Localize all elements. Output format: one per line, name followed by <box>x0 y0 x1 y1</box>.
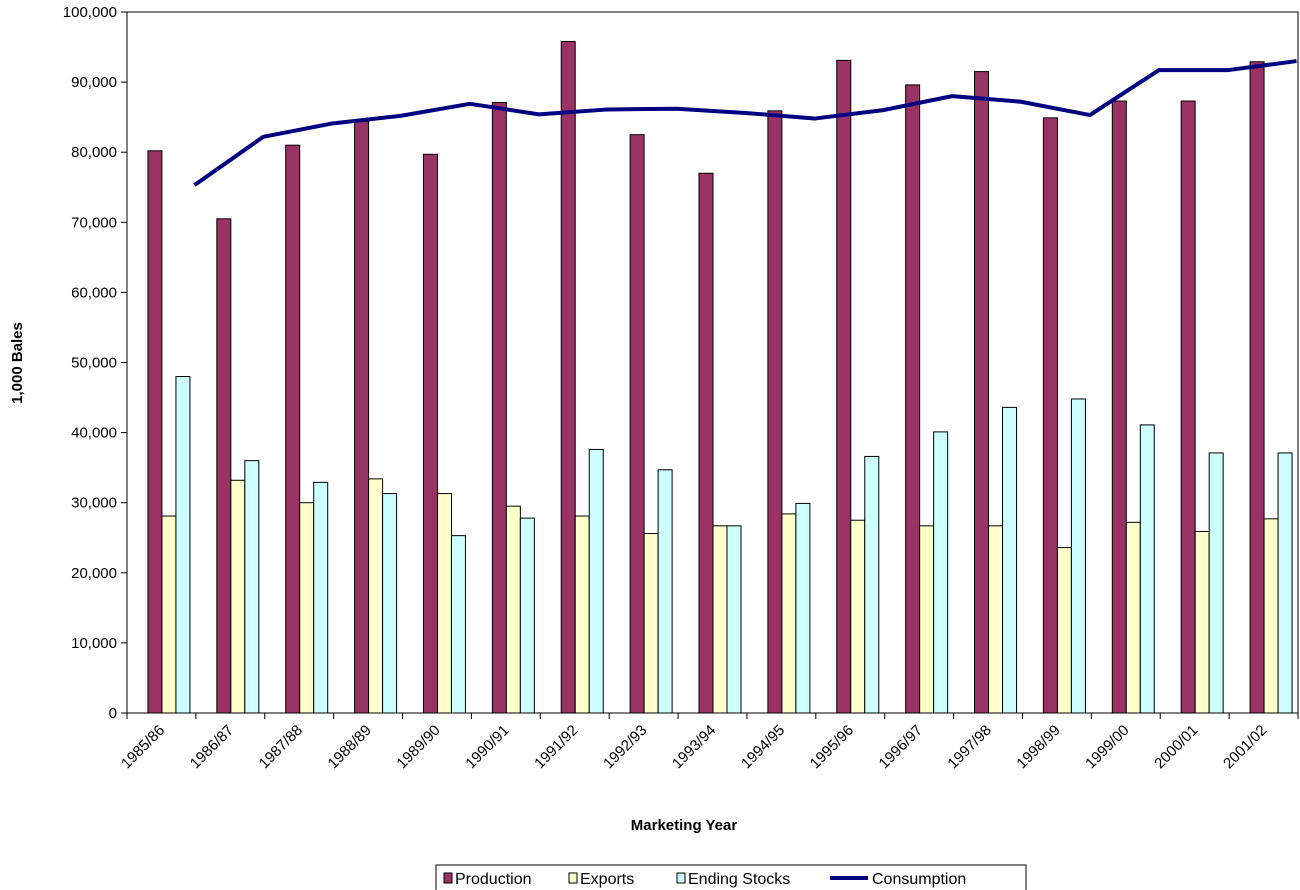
bar-production <box>630 135 644 713</box>
y-tick-label: 80,000 <box>71 144 117 161</box>
x-tick-label: 1995/96 <box>807 722 857 772</box>
bar-exports <box>851 520 865 713</box>
legend-label-ending-stocks: Ending Stocks <box>688 871 790 888</box>
x-tick-label: 1994/95 <box>738 722 788 772</box>
bar-ending-stocks <box>1209 453 1223 713</box>
bar-exports <box>920 526 934 713</box>
bar-exports <box>506 506 520 713</box>
bar-exports <box>300 503 314 713</box>
bar-ending-stocks <box>245 461 259 713</box>
x-tick-label: 1996/97 <box>876 722 926 772</box>
x-tick-label: 1998/99 <box>1013 722 1063 772</box>
bar-ending-stocks <box>520 518 534 713</box>
bar-exports <box>162 516 176 713</box>
y-tick-label: 90,000 <box>71 74 117 91</box>
bar-production <box>423 154 437 713</box>
x-tick-label: 1986/87 <box>187 722 237 772</box>
y-tick-label: 40,000 <box>71 425 117 442</box>
bar-production <box>906 85 920 713</box>
bar-production <box>561 41 575 713</box>
legend-swatch-production <box>444 873 452 883</box>
bar-exports <box>713 526 727 713</box>
bar-exports <box>1126 522 1140 713</box>
legend-label-production: Production <box>455 871 532 888</box>
x-tick-label: 1993/94 <box>669 722 719 772</box>
bar-ending-stocks <box>1071 399 1085 713</box>
bar-exports <box>1195 531 1209 713</box>
y-tick-label: 60,000 <box>71 284 117 301</box>
bar-ending-stocks <box>383 494 397 713</box>
x-tick-label: 2001/02 <box>1220 722 1270 772</box>
y-tick-labels: 0 10,000 20,000 30,000 40,000 50,000 60,000 70,… <box>63 4 117 722</box>
bar-ending-stocks <box>176 377 190 713</box>
bar-ending-stocks <box>589 449 603 713</box>
y-axis-title: 1,000 Bales <box>9 322 26 404</box>
bar-ending-stocks <box>865 456 879 713</box>
bar-production <box>1043 118 1057 713</box>
bar-exports <box>989 526 1003 713</box>
legend-swatch-ending-stocks <box>677 873 685 883</box>
bar-ending-stocks <box>451 536 465 713</box>
bar-production <box>148 151 162 713</box>
bar-exports <box>575 516 589 713</box>
bar-exports <box>1264 519 1278 713</box>
x-tick-label: 1985/86 <box>118 722 168 772</box>
x-tick-label: 1992/93 <box>600 722 650 772</box>
y-tick-label: 50,000 <box>71 355 117 372</box>
bar-ending-stocks <box>314 482 328 713</box>
bar-production <box>1250 62 1264 713</box>
bar-ending-stocks <box>1278 453 1292 713</box>
x-tick-label: 1989/90 <box>393 722 443 772</box>
x-tick-label: 1987/88 <box>256 722 306 772</box>
x-tick-label: 1999/00 <box>1082 722 1132 772</box>
bar-production <box>1112 101 1126 713</box>
bar-exports <box>782 514 796 713</box>
y-tick-label: 20,000 <box>71 565 117 582</box>
bar-ending-stocks <box>796 503 810 713</box>
x-tick-label: 1991/92 <box>531 722 581 772</box>
x-tick-label: 1988/89 <box>325 722 375 772</box>
bar-exports <box>231 480 245 713</box>
x-tick-label: 1997/98 <box>944 722 994 772</box>
bar-production <box>217 219 231 713</box>
x-tick-label: 2000/01 <box>1151 722 1201 772</box>
bar-production <box>768 111 782 713</box>
legend-label-exports: Exports <box>580 871 634 888</box>
legend: Production Exports Ending Stocks Consumptio… <box>436 865 1026 890</box>
bar-ending-stocks <box>658 470 672 713</box>
y-tick-label: 70,000 <box>71 214 117 231</box>
bar-ending-stocks <box>1003 407 1017 713</box>
x-tick-labels: 1985/86 1986/87 1987/88 1988/89 1989/90 1990/… <box>118 722 1270 772</box>
bar-ending-stocks <box>1140 425 1154 713</box>
legend-label-consumption: Consumption <box>872 871 966 888</box>
bar-ending-stocks <box>727 526 741 713</box>
bar-production <box>699 173 713 713</box>
bar-production <box>492 102 506 713</box>
legend-swatch-exports <box>569 873 577 883</box>
bar-ending-stocks <box>934 432 948 713</box>
bar-exports <box>437 494 451 713</box>
bar-exports <box>644 534 658 713</box>
bar-production <box>286 145 300 713</box>
y-tick-label: 10,000 <box>71 635 117 652</box>
x-tick-label: 1990/91 <box>462 722 512 772</box>
bar-exports <box>369 479 383 713</box>
bar-exports <box>1057 548 1071 713</box>
bar-production <box>355 121 369 713</box>
x-axis-title: Marketing Year <box>631 817 738 834</box>
bar-production <box>975 72 989 713</box>
y-tick-label: 30,000 <box>71 495 117 512</box>
y-tick-label: 0 <box>109 705 117 722</box>
bar-production <box>837 60 851 713</box>
bar-production <box>1181 101 1195 713</box>
y-tick-label: 100,000 <box>63 4 117 21</box>
